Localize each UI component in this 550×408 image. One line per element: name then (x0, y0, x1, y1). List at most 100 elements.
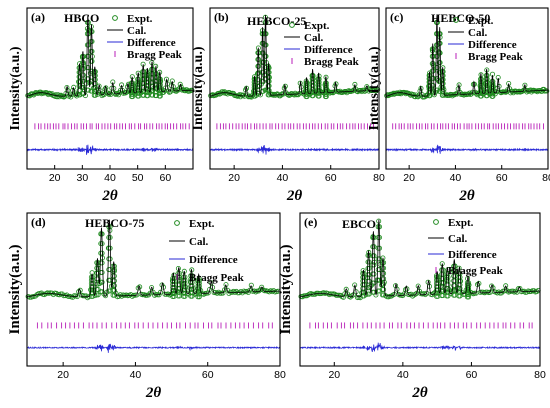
expt-point (417, 288, 423, 294)
expt-point (259, 284, 265, 290)
expt-point (490, 93, 496, 99)
expt-point (196, 291, 202, 297)
expt-point (182, 287, 188, 293)
expt-point (182, 293, 188, 299)
expt-point (196, 288, 202, 294)
expt-point (478, 85, 484, 91)
expt-point (230, 288, 236, 294)
x-tick-label: 30 (76, 172, 88, 184)
y-axis-label: Intensity(a.u.) (367, 46, 382, 130)
x-tick-label: 80 (274, 369, 286, 381)
expt-point (310, 83, 316, 89)
panel-label: (a) (31, 10, 45, 24)
cal-line (385, 15, 548, 97)
legend-marker-expt (453, 17, 459, 23)
legend-marker-expt (174, 220, 180, 226)
plot-frame (26, 212, 281, 367)
expt-point (310, 86, 316, 92)
panel-label: (c) (390, 10, 403, 24)
expt-point (310, 93, 316, 99)
expt-point (129, 293, 135, 299)
plot-frame (299, 212, 541, 367)
expt-point (256, 84, 262, 90)
expt-point (316, 93, 322, 99)
legend-label: Bragg Peak (448, 265, 504, 277)
x-tick-label: 40 (450, 172, 462, 184)
expt-point (343, 286, 349, 292)
panel-e: 20 40 60 80 2θ (e) EBCO Expt. Cal. Difference Brag… (278, 212, 546, 401)
expt-point (478, 93, 484, 99)
expt-point (437, 88, 443, 94)
expt-point (99, 279, 105, 285)
expt-point (517, 285, 523, 291)
expt-point (116, 293, 122, 299)
x-tick-label: 80 (542, 172, 550, 184)
panel-title: HEBCO-50 (431, 11, 490, 25)
expt-point (89, 88, 95, 94)
expt-point (415, 283, 421, 289)
legend-label: Bragg Peak (468, 51, 524, 63)
expt-point (478, 88, 484, 94)
expt-point (381, 286, 387, 292)
expt-point (196, 294, 202, 300)
expt-point (484, 93, 490, 99)
legend-label: Difference (448, 249, 497, 261)
expt-point (107, 90, 113, 96)
expt-point (484, 86, 490, 92)
legend-marker-expt (289, 22, 295, 28)
expt-points (298, 218, 541, 301)
difference-line (27, 343, 281, 353)
expt-point (376, 288, 382, 294)
x-tick-label: 20 (49, 172, 61, 184)
expt-point (421, 291, 427, 297)
expt-point (490, 91, 496, 97)
x-tick-label: 20 (403, 172, 415, 184)
legend-label: Expt. (468, 15, 494, 27)
x-tick-label: 40 (130, 369, 142, 381)
expt-point (157, 289, 163, 295)
expt-point (304, 94, 310, 100)
expt-point (71, 293, 77, 299)
legend-label: Difference (189, 254, 238, 266)
panel-label: (e) (304, 215, 317, 229)
bragg-ticks (216, 123, 374, 130)
expt-point (226, 290, 232, 296)
expt-point (236, 290, 242, 296)
panel-title: HEBCO-75 (85, 216, 144, 230)
difference-line (299, 342, 541, 353)
expt-point (263, 87, 269, 93)
expt-point (252, 93, 258, 99)
expt-point (157, 93, 163, 99)
x-tick-label: 80 (534, 369, 546, 381)
panel-b: 20 40 60 80 2θ (b) HEBCO-25Expt.Cal.Difference… (191, 7, 385, 204)
x-axis-label: 2θ (145, 385, 162, 401)
expt-point (70, 294, 76, 300)
x-tick-label: 40 (104, 172, 116, 184)
expt-point (452, 287, 458, 293)
legend-label: Difference (127, 37, 176, 49)
expt-point (99, 289, 105, 295)
bragg-ticks (392, 123, 544, 130)
x-tick-label: 60 (466, 369, 478, 381)
expt-point (427, 86, 433, 92)
legend-label: Expt. (304, 20, 330, 32)
x-axis-label: 2θ (101, 188, 118, 204)
expt-point (262, 288, 268, 294)
expt-point (544, 88, 550, 94)
legend-label: Bragg Peak (189, 272, 245, 284)
panel-a: 20 30 40 50 60 2θ (a) HBCO Expt.Cal.DifferenceBr… (8, 7, 195, 204)
legend-label: Bragg Peak (304, 56, 360, 68)
cal-line (299, 219, 540, 298)
legend-label: Expt. (127, 13, 153, 25)
expt-point (95, 292, 101, 298)
panel-title: HBCO (64, 11, 99, 25)
expt-point (342, 291, 348, 297)
expt-point (503, 283, 509, 289)
y-axis-label: Intensity(a.u.) (278, 244, 294, 334)
panel-d: 20 40 60 80 2θ (d) HEBCO-75 Expt. Cal. Difference… (7, 212, 286, 401)
y-axis-label: Intensity(a.u.) (191, 46, 206, 130)
